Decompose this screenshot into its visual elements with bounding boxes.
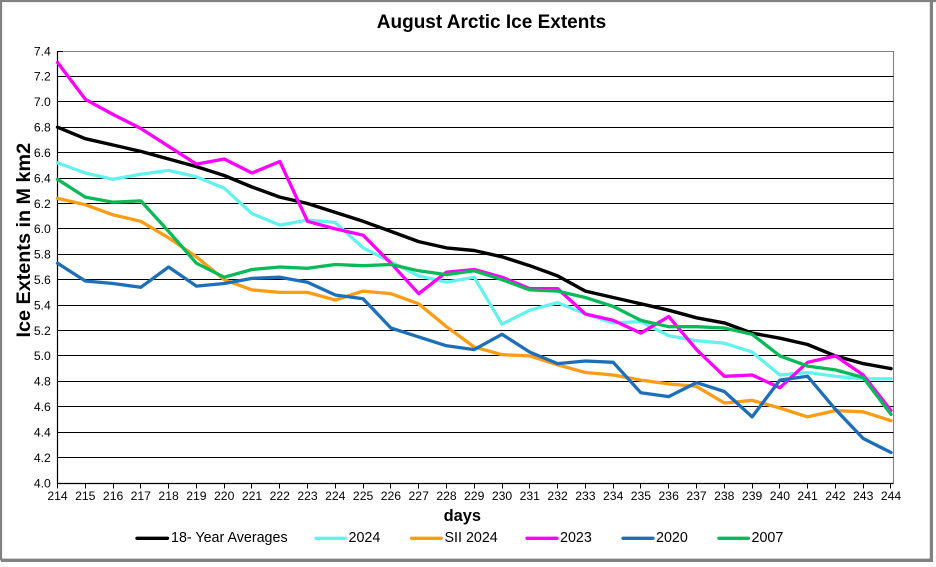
svg-text:234: 234 bbox=[603, 489, 624, 503]
svg-text:238: 238 bbox=[714, 489, 735, 503]
svg-text:5.6: 5.6 bbox=[34, 273, 51, 287]
svg-text:2007: 2007 bbox=[752, 530, 784, 546]
svg-text:6.8: 6.8 bbox=[34, 121, 51, 135]
svg-text:236: 236 bbox=[659, 489, 680, 503]
svg-text:225: 225 bbox=[353, 489, 374, 503]
svg-text:242: 242 bbox=[825, 489, 846, 503]
svg-text:220: 220 bbox=[214, 489, 235, 503]
svg-text:241: 241 bbox=[797, 489, 818, 503]
svg-text:days: days bbox=[444, 507, 481, 525]
svg-text:237: 237 bbox=[686, 489, 707, 503]
svg-text:6.4: 6.4 bbox=[34, 171, 51, 185]
svg-text:240: 240 bbox=[770, 489, 791, 503]
svg-text:218: 218 bbox=[158, 489, 179, 503]
svg-text:4.2: 4.2 bbox=[34, 451, 51, 465]
svg-text:235: 235 bbox=[631, 489, 652, 503]
svg-text:232: 232 bbox=[547, 489, 568, 503]
svg-text:4.6: 4.6 bbox=[34, 400, 51, 414]
svg-text:228: 228 bbox=[436, 489, 457, 503]
svg-text:219: 219 bbox=[186, 489, 207, 503]
svg-text:7.0: 7.0 bbox=[34, 95, 51, 109]
svg-text:244: 244 bbox=[881, 489, 902, 503]
svg-text:233: 233 bbox=[575, 489, 596, 503]
svg-text:5.2: 5.2 bbox=[34, 324, 51, 338]
svg-text:5.8: 5.8 bbox=[34, 248, 51, 262]
svg-text:226: 226 bbox=[381, 489, 402, 503]
svg-text:231: 231 bbox=[520, 489, 541, 503]
svg-text:7.4: 7.4 bbox=[34, 44, 51, 58]
svg-text:243: 243 bbox=[853, 489, 874, 503]
svg-text:5.4: 5.4 bbox=[34, 298, 51, 312]
svg-text:4.0: 4.0 bbox=[34, 476, 51, 490]
svg-text:224: 224 bbox=[325, 489, 346, 503]
svg-text:214: 214 bbox=[47, 489, 68, 503]
svg-text:229: 229 bbox=[464, 489, 485, 503]
svg-text:6.6: 6.6 bbox=[34, 146, 51, 160]
svg-text:Ice Extents in M km2: Ice Extents in M km2 bbox=[13, 143, 35, 338]
svg-text:August Arctic Ice Extents: August Arctic Ice Extents bbox=[377, 12, 606, 33]
svg-text:5.0: 5.0 bbox=[34, 349, 51, 363]
svg-text:221: 221 bbox=[242, 489, 263, 503]
svg-text:6.0: 6.0 bbox=[34, 222, 51, 236]
svg-text:239: 239 bbox=[742, 489, 763, 503]
svg-text:215: 215 bbox=[75, 489, 96, 503]
svg-text:6.2: 6.2 bbox=[34, 197, 51, 211]
svg-text:2023: 2023 bbox=[560, 530, 592, 546]
svg-text:216: 216 bbox=[103, 489, 124, 503]
svg-text:227: 227 bbox=[409, 489, 430, 503]
svg-text:222: 222 bbox=[270, 489, 291, 503]
svg-text:4.8: 4.8 bbox=[34, 375, 51, 389]
svg-text:230: 230 bbox=[492, 489, 513, 503]
svg-text:2020: 2020 bbox=[656, 530, 688, 546]
svg-text:18- Year Averages: 18- Year Averages bbox=[171, 530, 288, 546]
svg-text:223: 223 bbox=[297, 489, 318, 503]
svg-text:SII 2024: SII 2024 bbox=[445, 530, 498, 546]
svg-text:2024: 2024 bbox=[349, 530, 381, 546]
svg-text:217: 217 bbox=[131, 489, 152, 503]
svg-text:7.2: 7.2 bbox=[34, 70, 51, 84]
svg-text:4.4: 4.4 bbox=[34, 426, 51, 440]
